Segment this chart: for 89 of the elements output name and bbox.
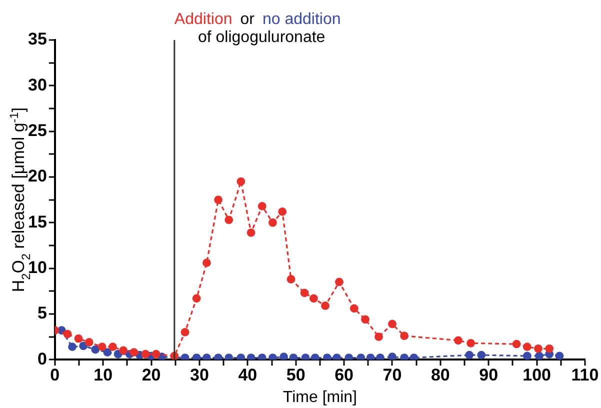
point [63,330,72,338]
point [301,354,310,360]
point [236,354,246,360]
point [286,275,296,284]
y-tick-label: 0 [37,349,47,368]
x-tick-label: 90 [479,365,498,384]
point [258,202,266,210]
point [376,354,384,360]
point [300,288,309,298]
point [361,315,370,324]
point [400,332,408,340]
x-tick-label: 60 [334,365,354,384]
point [289,354,298,360]
point [192,354,201,360]
point [224,354,234,360]
point [388,320,396,328]
point [141,350,150,358]
point [91,345,100,354]
point [98,342,106,352]
x-tick-label: 80 [430,365,450,384]
point [268,354,277,360]
point [535,352,544,360]
point [202,354,211,360]
point [512,340,521,348]
point [119,346,128,355]
point [522,342,532,352]
x-tick-label: 10 [94,365,113,384]
point [214,354,222,360]
point [344,354,354,360]
point [321,302,330,310]
point [465,350,474,360]
x-tick-label: 110 [571,365,599,384]
point [103,348,112,356]
point [152,350,160,358]
x-tick-label: 30 [190,365,209,384]
point [356,354,366,360]
point [410,354,418,360]
point [246,354,256,360]
point [74,334,83,343]
y-tick-label: 5 [37,304,47,323]
point [310,354,320,360]
point [477,350,486,360]
y-tick-label: 25 [28,121,47,140]
y-tick-label: 30 [28,75,47,94]
point [278,207,287,216]
point [466,338,475,348]
x-tick-label: 50 [286,365,306,384]
point [130,348,138,356]
point [522,352,532,360]
point [202,258,211,268]
point [322,354,332,360]
point [534,344,542,353]
point [180,354,190,360]
point [180,328,190,336]
point [84,338,94,346]
point [350,304,358,313]
point [108,342,117,352]
point [374,332,383,341]
y-tick-label: 15 [28,212,47,232]
point [68,342,76,352]
point [280,352,288,360]
x-tick-label: 70 [382,365,402,384]
point [268,218,277,227]
text: Addition [174,11,232,28]
x-axis-title: Time [min] [282,389,357,406]
point [400,354,408,360]
text: or [240,11,256,28]
point [224,216,234,224]
point [335,278,344,286]
point [332,354,342,360]
point [258,354,266,360]
x-tick-label: 100 [522,365,551,384]
point [236,177,246,186]
point [366,354,375,360]
point [388,352,396,360]
point [309,294,318,303]
x-tick-label: 40 [238,365,258,384]
point [246,228,256,237]
y-tick-label: 20 [28,166,47,186]
point [545,344,554,353]
point [214,196,222,204]
x-tick-label: 0 [50,365,60,384]
point [192,294,201,303]
x-tick-label: 20 [142,365,161,384]
point [454,336,462,345]
y-tick-label: 35 [28,30,47,49]
point [555,352,564,360]
text: no addition [262,11,341,28]
annotation: of oligoguluronate [198,29,326,46]
